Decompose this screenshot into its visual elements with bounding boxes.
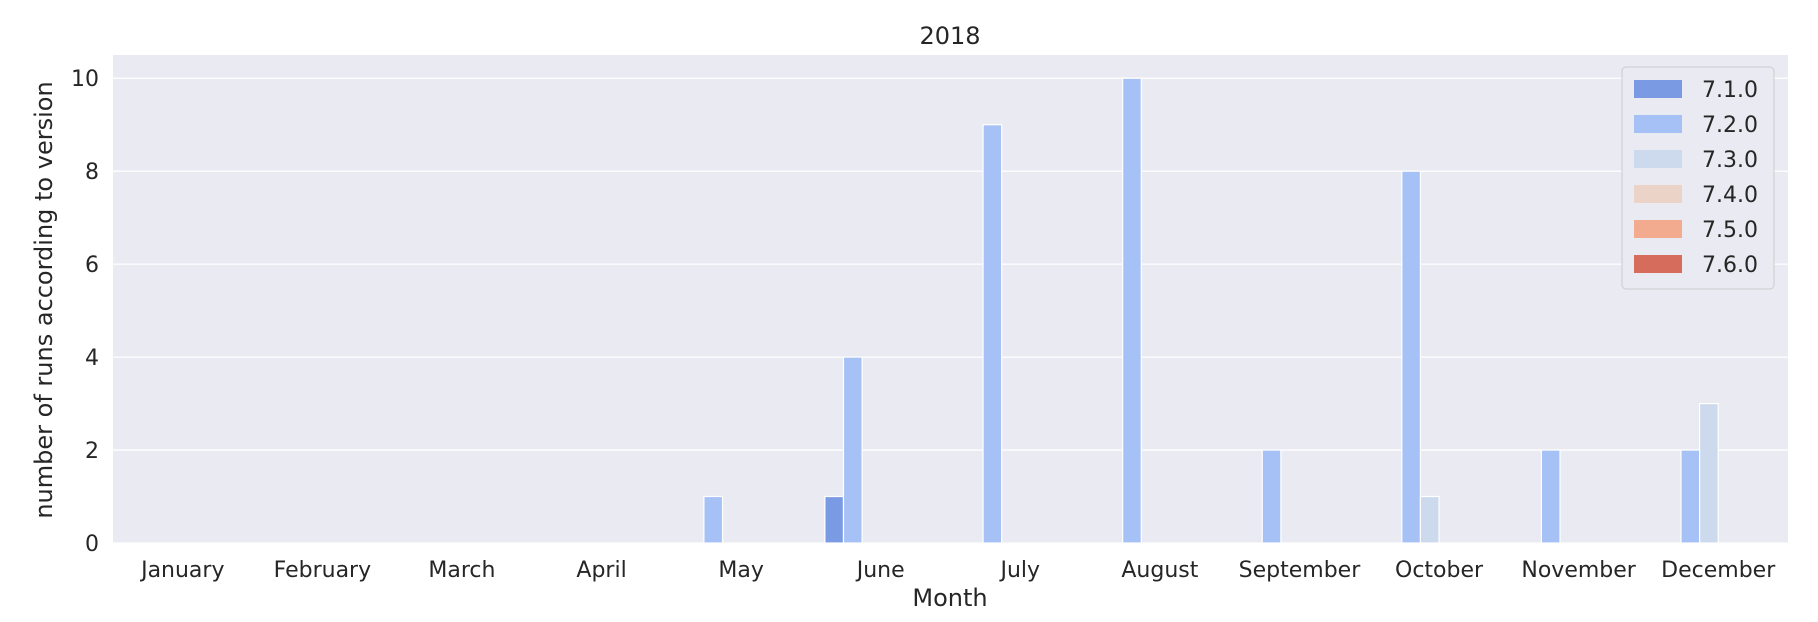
bar-7-2-0-october: [1401, 170, 1422, 544]
legend-swatch: [1634, 150, 1682, 168]
legend-swatch: [1634, 185, 1682, 203]
legend-label: 7.4.0: [1702, 183, 1758, 208]
legend-swatch: [1634, 115, 1682, 133]
bar-7-2-0-may: [703, 495, 724, 544]
x-tick-label: June: [855, 558, 905, 583]
y-tick-label: 10: [71, 67, 99, 92]
x-tick-label: October: [1395, 558, 1484, 583]
bar-7-2-0-november: [1540, 449, 1561, 544]
x-tick-label: April: [576, 558, 626, 583]
y-axis-label: number of runs according to version: [30, 81, 58, 518]
x-axis-label: Month: [912, 584, 987, 612]
x-tick-label: January: [139, 558, 224, 583]
x-tick-label: August: [1121, 558, 1198, 583]
legend: 7.1.0 7.2.0 7.3.0 7.4.0 7.5.0 7.6.0: [1621, 66, 1775, 290]
bar-7-1-0-june: [824, 495, 845, 544]
bar-7-3-0-december: [1698, 402, 1719, 544]
legend-label: 7.5.0: [1702, 218, 1758, 243]
x-tick-labels: January February March April May June July Augu…: [139, 558, 1776, 583]
legend-label: 7.1.0: [1702, 78, 1758, 103]
legend-swatch: [1634, 220, 1682, 238]
y-tick-labels: 0 2 4 6 8 10: [71, 67, 99, 557]
x-tick-label: September: [1239, 558, 1362, 583]
bar-7-2-0-december: [1680, 449, 1701, 544]
legend-label: 7.3.0: [1702, 148, 1758, 173]
bar-7-2-0-june: [842, 356, 863, 544]
chart-title: 2018: [919, 22, 980, 50]
legend-label: 7.2.0: [1702, 113, 1758, 138]
y-tick-label: 6: [85, 253, 99, 278]
y-tick-label: 2: [85, 439, 99, 464]
x-tick-label: March: [428, 558, 495, 583]
grid-lines: [113, 77, 1788, 544]
x-tick-label: December: [1661, 558, 1776, 583]
x-tick-label: May: [718, 558, 763, 583]
legend-swatch: [1634, 80, 1682, 98]
legend-swatch: [1634, 255, 1682, 273]
x-tick-label: February: [274, 558, 372, 583]
legend-label: 7.6.0: [1702, 253, 1758, 278]
y-tick-label: 0: [85, 532, 99, 557]
x-tick-label: July: [999, 558, 1041, 583]
y-tick-label: 8: [85, 160, 99, 185]
bar-7-2-0-august: [1122, 77, 1142, 544]
bar-7-3-0-october: [1419, 495, 1440, 544]
x-tick-label: November: [1521, 558, 1636, 583]
bars: [703, 77, 1719, 544]
bar-7-2-0-september: [1261, 449, 1282, 544]
plot-background: [113, 55, 1788, 543]
bar-7-2-0-july: [982, 124, 1003, 544]
y-tick-label: 4: [85, 346, 99, 371]
